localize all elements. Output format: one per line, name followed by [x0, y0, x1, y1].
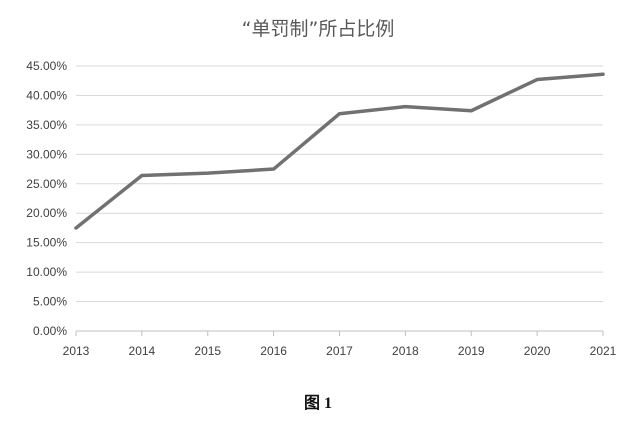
figure-caption: 图 1	[304, 394, 332, 412]
data-point	[535, 77, 539, 82]
y-tick-label: 20.00%	[26, 206, 67, 220]
x-tick-label: 2020	[524, 344, 551, 358]
data-point	[469, 109, 473, 113]
y-tick-label: 5.00%	[33, 295, 67, 309]
data-point	[601, 72, 605, 76]
y-tick-label: 0.00%	[33, 324, 67, 338]
data-point	[272, 167, 276, 171]
y-tick-label: 40.00%	[26, 88, 67, 102]
chart-title: “单罚制”所占比例	[242, 18, 395, 40]
series-line	[74, 72, 605, 230]
x-tick-label: 2016	[260, 344, 287, 358]
gridlines	[76, 65, 603, 332]
y-tick-label: 45.00%	[26, 59, 67, 73]
data-point	[74, 226, 78, 230]
x-tick-label: 2017	[326, 344, 353, 358]
y-tick-label: 15.00%	[26, 236, 67, 250]
data-point	[140, 173, 144, 178]
x-tick-label: 2015	[194, 344, 221, 358]
y-tick-label: 25.00%	[26, 177, 67, 191]
x-tick-label: 2021	[590, 344, 617, 358]
x-tick-label: 2013	[63, 344, 90, 358]
data-point	[403, 105, 407, 109]
series-layer	[74, 72, 605, 230]
y-tick-label: 35.00%	[26, 118, 67, 132]
y-axis: 0.00% 5.00% 10.00% 15.00% 20.00% 25.00% 30.00%…	[26, 59, 67, 338]
y-tick-label: 30.00%	[26, 147, 67, 161]
x-tick-label: 2018	[392, 344, 419, 358]
y-tick-label: 10.00%	[26, 265, 67, 279]
x-tick-label: 2014	[129, 344, 156, 358]
x-tick-label: 2019	[458, 344, 485, 358]
data-point	[206, 171, 210, 175]
x-axis: 2013 2014 2015 2016 2017 2018 2019 2020 2021	[63, 331, 617, 358]
data-point	[337, 112, 342, 116]
